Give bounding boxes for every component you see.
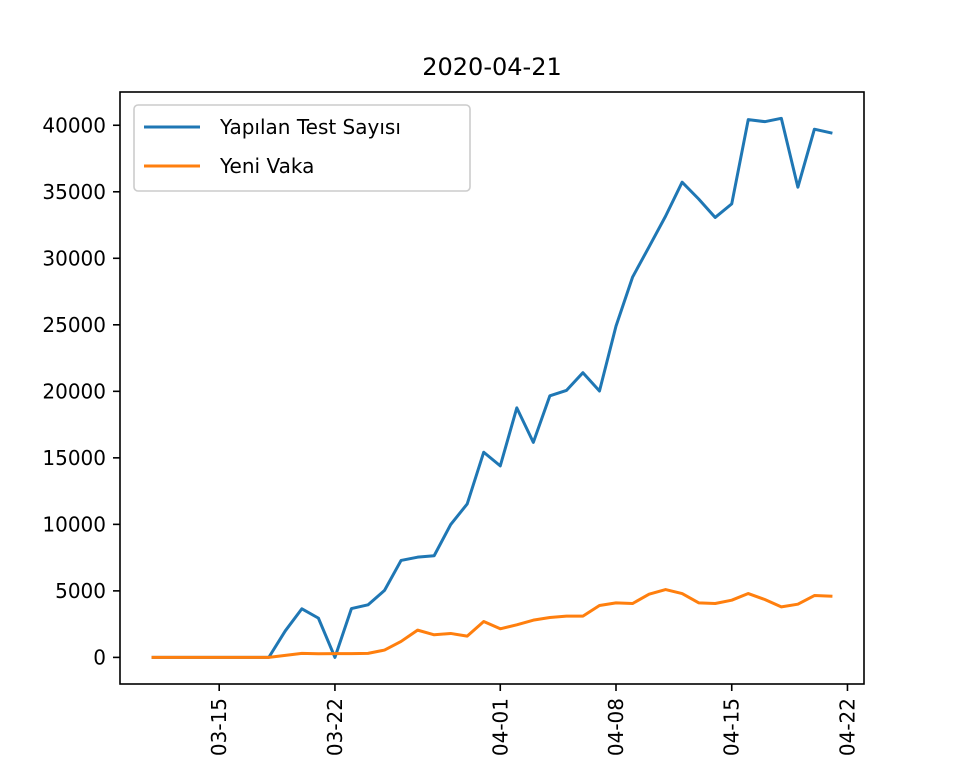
y-tick-label: 15000 xyxy=(42,446,106,470)
x-axis: 03-15 03-22 04-01 04-08 04-15 04-22 xyxy=(207,684,859,756)
x-tick-label: 03-22 xyxy=(323,698,347,756)
y-axis: 0 5000 10000 15000 20000 25000 30000 35000 40000 xyxy=(42,113,120,669)
y-tick-label: 0 xyxy=(93,645,106,669)
series-layer xyxy=(151,116,833,659)
x-tick-label: 04-01 xyxy=(488,698,512,756)
x-tick-label: 03-15 xyxy=(207,698,231,756)
series-line-1 xyxy=(151,588,833,659)
plot-frame xyxy=(119,91,865,685)
y-tick-label: 40000 xyxy=(42,113,106,137)
x-tick-label: 04-15 xyxy=(720,698,744,756)
legend[interactable]: Yapılan Test Sayısı Yeni Vaka xyxy=(133,104,471,192)
x-tick-label: 04-22 xyxy=(835,698,859,756)
y-tick-label: 5000 xyxy=(55,579,106,603)
y-tick-label: 25000 xyxy=(42,313,106,337)
y-tick-label: 10000 xyxy=(42,512,106,536)
y-tick-label: 30000 xyxy=(42,246,106,270)
legend-label-new-cases: Yeni Vaka xyxy=(219,154,314,178)
legend-label-tests: Yapılan Test Sayısı xyxy=(219,115,401,139)
y-tick-label: 35000 xyxy=(42,180,106,204)
x-tick-label: 04-08 xyxy=(604,698,628,756)
chart-title: 2020-04-21 xyxy=(422,53,561,81)
y-tick-label: 20000 xyxy=(42,379,106,403)
legend-box xyxy=(133,104,471,192)
